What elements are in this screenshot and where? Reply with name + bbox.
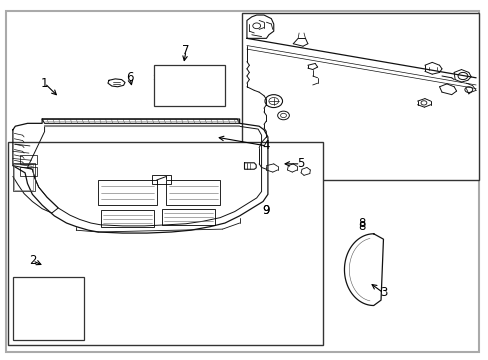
Text: 5: 5 (296, 157, 304, 170)
Text: 8: 8 (357, 216, 365, 230)
Bar (154, 65, 224, 107)
Bar (13, 277, 83, 339)
Bar (13, 163, 35, 192)
Text: 4: 4 (262, 139, 270, 152)
Bar (98, 180, 157, 205)
Text: 1: 1 (41, 77, 48, 90)
Bar (161, 209, 215, 225)
Text: 7: 7 (182, 44, 189, 57)
Bar (242, 13, 478, 180)
Bar (166, 180, 220, 205)
Bar (101, 211, 154, 226)
Bar (20, 167, 37, 176)
Text: 9: 9 (262, 204, 270, 217)
Text: 2: 2 (29, 254, 36, 267)
Text: 9: 9 (262, 204, 270, 217)
Bar (152, 175, 171, 184)
Text: 3: 3 (379, 287, 386, 300)
Bar (20, 155, 37, 164)
Bar (14, 164, 33, 190)
Text: 6: 6 (126, 71, 133, 84)
Bar (8, 142, 322, 345)
Text: 8: 8 (357, 220, 365, 233)
